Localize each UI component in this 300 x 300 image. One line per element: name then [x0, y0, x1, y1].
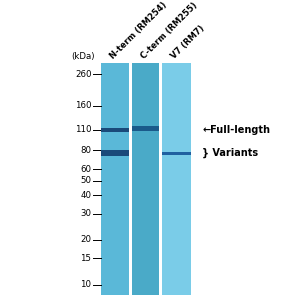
Text: 60: 60: [80, 164, 92, 173]
Text: 20: 20: [80, 236, 92, 244]
Bar: [132, 63, 159, 295]
Text: 160: 160: [75, 101, 92, 110]
Bar: [100, 153, 129, 156]
Text: } Variants: } Variants: [202, 148, 259, 158]
Bar: [132, 126, 159, 130]
Text: 110: 110: [75, 125, 92, 134]
Text: 80: 80: [80, 146, 92, 155]
Bar: [100, 63, 129, 295]
Text: N-term (RM254): N-term (RM254): [109, 0, 169, 61]
Bar: [162, 63, 190, 295]
Text: 50: 50: [80, 176, 92, 185]
Text: ←Full-length: ←Full-length: [202, 125, 271, 135]
Text: (kDa): (kDa): [71, 52, 94, 61]
Text: 15: 15: [80, 254, 92, 263]
Bar: [100, 150, 129, 153]
Bar: [100, 128, 129, 132]
Text: 30: 30: [80, 209, 92, 218]
Text: 10: 10: [80, 280, 92, 289]
Bar: [162, 152, 190, 155]
Text: C-term (RM255): C-term (RM255): [139, 1, 199, 61]
Text: V7 (RM7): V7 (RM7): [170, 24, 207, 61]
Text: 260: 260: [75, 70, 92, 79]
Text: 40: 40: [80, 191, 92, 200]
